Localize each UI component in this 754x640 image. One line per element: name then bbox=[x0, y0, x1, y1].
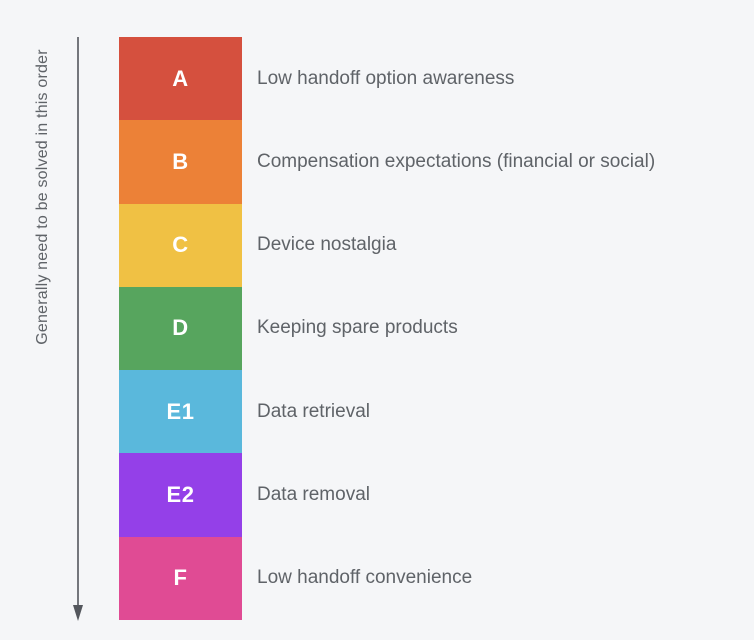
category-block: E2 bbox=[119, 453, 242, 537]
category-letter: E2 bbox=[166, 482, 195, 508]
category-description: Low handoff option awareness bbox=[257, 67, 515, 89]
category-letter: A bbox=[172, 65, 189, 91]
category-row: F Low handoff convenience bbox=[119, 536, 739, 620]
down-arrow-icon bbox=[73, 37, 83, 621]
category-row: D Keeping spare products bbox=[119, 286, 739, 371]
category-row: B Compensation expectations (financial o… bbox=[119, 120, 739, 204]
category-description: Compensation expectations (financial or … bbox=[257, 150, 656, 172]
category-row: C Device nostalgia bbox=[119, 203, 739, 287]
category-letter: D bbox=[172, 315, 189, 341]
category-block: C bbox=[119, 203, 242, 287]
category-description: Data retrieval bbox=[257, 400, 370, 422]
category-row: E1 Data retrieval bbox=[119, 370, 739, 454]
category-block: A bbox=[119, 37, 242, 121]
category-letter: C bbox=[172, 232, 189, 258]
category-description: Low handoff convenience bbox=[257, 567, 473, 589]
category-list: A Low handoff option awareness B Compens… bbox=[119, 37, 739, 620]
category-row: E2 Data removal bbox=[119, 453, 739, 537]
category-description: Keeping spare products bbox=[257, 317, 458, 339]
category-description: Data removal bbox=[257, 484, 370, 506]
category-block: E1 bbox=[119, 370, 242, 454]
category-letter: B bbox=[172, 148, 189, 174]
category-letter: E1 bbox=[166, 398, 195, 424]
category-letter: F bbox=[173, 565, 188, 591]
category-description: Device nostalgia bbox=[257, 234, 397, 256]
category-block: F bbox=[119, 536, 242, 620]
category-block: D bbox=[119, 286, 242, 371]
order-axis-label: Generally need to be solved in this orde… bbox=[34, 49, 51, 345]
category-block: B bbox=[119, 120, 242, 204]
category-row: A Low handoff option awareness bbox=[119, 37, 739, 121]
